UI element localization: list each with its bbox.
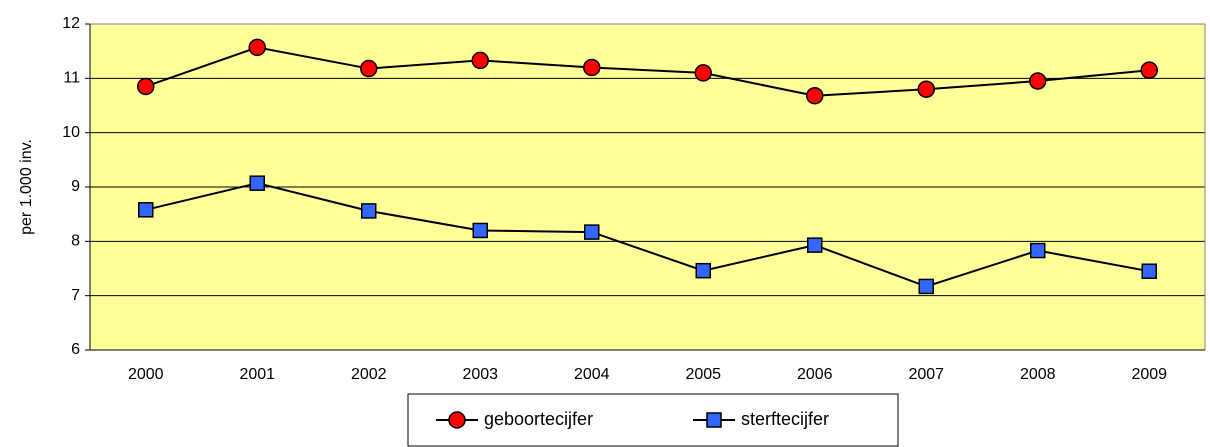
data-point [583,58,601,77]
x-tick-label: 2002 [351,366,387,383]
legend [407,393,899,447]
data-point [248,38,266,57]
data-point [361,203,377,219]
x-tick-label: 2006 [797,366,833,383]
data-point [918,278,934,295]
y-tick-label: 12 [62,15,80,32]
data-point [1140,61,1158,79]
x-tick-label: 2007 [908,366,944,383]
x-tick-label: 2000 [128,366,164,383]
x-tick-label: 2004 [574,366,610,383]
data-point [138,202,154,218]
y-axis-label: per 1.000 inv. [18,139,35,235]
y-tick-label: 9 [71,178,80,195]
data-point [1029,72,1047,90]
x-tick-label: 2001 [239,366,275,383]
legend-label: geboortecijfer [484,409,593,429]
y-tick-label: 10 [62,124,80,141]
series-line [145,46,1150,97]
data-point [806,86,824,105]
x-tick-label: 2003 [462,366,498,383]
data-point [472,222,488,239]
y-tick-label: 11 [63,70,80,87]
y-tick-label: 6 [71,341,80,358]
data-point [249,175,265,191]
y-tick-label: 7 [71,287,80,304]
legend-marker [706,412,722,428]
data-point [137,77,155,96]
legend-marker [448,411,466,429]
y-tick-label: 8 [71,233,80,250]
data-point [694,64,712,82]
data-point [1141,263,1157,279]
data-point [1030,242,1046,259]
data-point [807,237,823,253]
x-tick-label: 2008 [1020,366,1056,383]
legend-label: sterftecijfer [741,409,829,429]
series-line [145,182,1150,288]
data-point [471,51,489,70]
data-point [917,80,935,98]
data-point [584,224,600,240]
x-tick-label: 2005 [685,366,721,383]
data-point [695,262,711,279]
data-point [360,59,378,78]
x-tick-label: 2009 [1131,366,1167,383]
